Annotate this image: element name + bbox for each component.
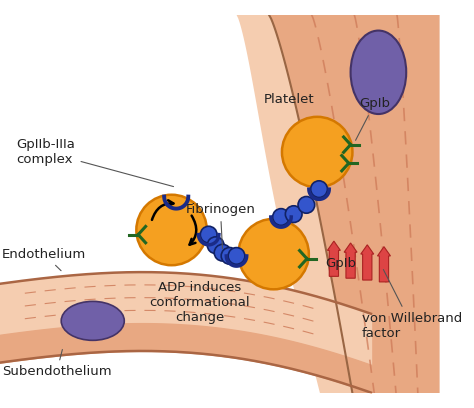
FancyArrow shape — [377, 247, 391, 282]
Text: ADP induces
conformational
change: ADP induces conformational change — [149, 281, 250, 324]
Circle shape — [207, 237, 224, 253]
Text: GpIb: GpIb — [326, 257, 356, 270]
Circle shape — [238, 219, 309, 289]
Text: GpIIb-IIIa
complex: GpIIb-IIIa complex — [17, 138, 173, 186]
Circle shape — [285, 206, 302, 222]
Text: GpIb: GpIb — [356, 98, 390, 140]
FancyArrow shape — [328, 241, 340, 276]
FancyArrow shape — [344, 243, 357, 278]
Circle shape — [221, 248, 238, 264]
Circle shape — [214, 244, 231, 261]
Polygon shape — [237, 15, 353, 393]
Ellipse shape — [61, 302, 124, 340]
Text: Endothelium: Endothelium — [2, 248, 86, 271]
FancyArrow shape — [361, 245, 374, 280]
Text: Fibrinogen: Fibrinogen — [185, 203, 255, 248]
Circle shape — [201, 226, 217, 243]
Polygon shape — [269, 15, 439, 393]
Circle shape — [282, 117, 353, 187]
Circle shape — [310, 181, 328, 197]
Circle shape — [228, 248, 245, 264]
Circle shape — [298, 197, 315, 213]
Text: von Willebrand
factor: von Willebrand factor — [362, 270, 462, 339]
Text: Subendothelium: Subendothelium — [2, 350, 111, 378]
Text: Platelet: Platelet — [264, 93, 315, 106]
Circle shape — [137, 195, 207, 265]
Ellipse shape — [351, 31, 406, 114]
Circle shape — [273, 208, 289, 225]
